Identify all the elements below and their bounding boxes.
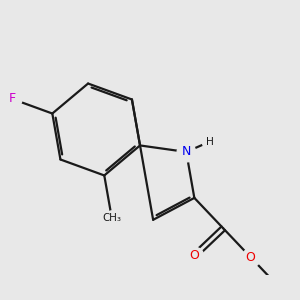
Text: N: N xyxy=(182,146,191,158)
Text: CH₃: CH₃ xyxy=(102,213,121,223)
Text: F: F xyxy=(8,92,16,105)
Text: O: O xyxy=(246,250,256,264)
Text: O: O xyxy=(190,249,200,262)
Text: H: H xyxy=(206,137,214,147)
